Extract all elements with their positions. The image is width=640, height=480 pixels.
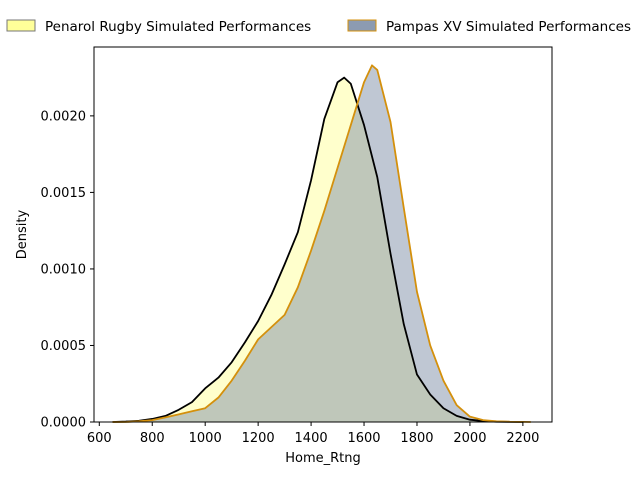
x-tick-label: 1400 xyxy=(295,431,328,446)
plot-area xyxy=(112,64,531,423)
legend-label-0: Penarol Rugby Simulated Performances xyxy=(45,19,311,35)
y-tick-label: 0.0015 xyxy=(41,186,87,201)
series-line-0 xyxy=(112,76,523,423)
x-tick-label: 1600 xyxy=(347,431,380,446)
y-tick-label: 0.0020 xyxy=(41,109,87,124)
y-tick-label: 0.0005 xyxy=(41,339,87,354)
legend: Penarol Rugby Simulated Performances Pamp… xyxy=(6,19,631,35)
x-tick-label: 600 xyxy=(87,431,112,446)
x-axis-label: Home_Rtng xyxy=(285,451,361,466)
x-axis: 600 800 1000 1200 1400 1600 1800 2000 2200 xyxy=(87,422,539,446)
x-tick-label: 2200 xyxy=(506,431,539,446)
legend-swatch-0 xyxy=(6,19,36,32)
y-axis: 0.0000 0.0005 0.0010 0.0015 0.0020 xyxy=(41,109,94,431)
series-area-1 xyxy=(112,65,531,423)
legend-label-1: Pampas XV Simulated Performances xyxy=(386,19,631,35)
x-tick-label: 1200 xyxy=(242,431,275,446)
y-axis-label: Density xyxy=(15,209,30,259)
y-tick-label: 0.0010 xyxy=(41,262,87,277)
x-tick-label: 2000 xyxy=(453,431,486,446)
x-tick-label: 1800 xyxy=(400,431,433,446)
axes-frame xyxy=(93,46,553,423)
y-tick-label: 0.0000 xyxy=(41,416,87,431)
x-tick-label: 1000 xyxy=(189,431,222,446)
legend-swatch-1 xyxy=(347,19,377,32)
x-tick-label: 800 xyxy=(140,431,165,446)
series-line-1 xyxy=(112,64,531,423)
